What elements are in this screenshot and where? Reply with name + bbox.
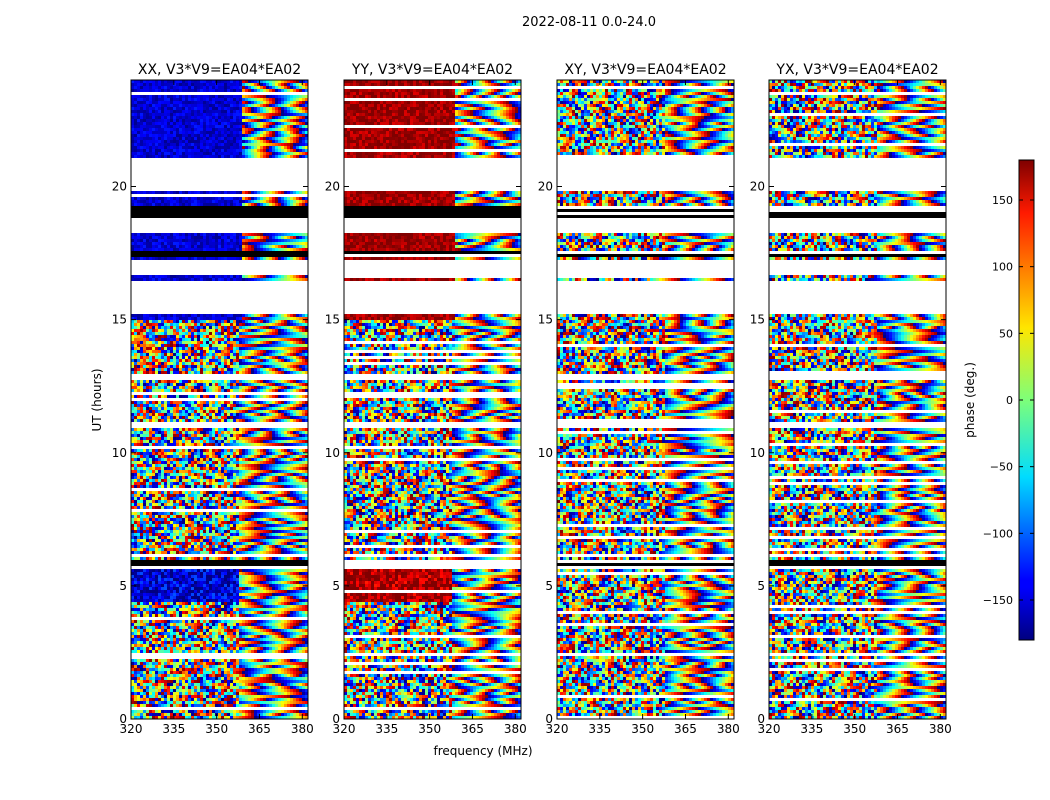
x-tick-label: 350 xyxy=(843,722,866,736)
x-tick-label: 335 xyxy=(375,722,398,736)
x-tick-label: 320 xyxy=(333,722,356,736)
x-tick-label: 335 xyxy=(588,722,611,736)
y-tick-label: 5 xyxy=(332,579,340,593)
panel-title: YY, V3*V9=EA04*EA02 xyxy=(351,62,513,78)
x-axis-label: frequency (MHz) xyxy=(433,744,532,758)
colorbar-tick-label: −50 xyxy=(990,461,1013,474)
y-tick-label: 10 xyxy=(750,446,765,460)
y-tick-label: 10 xyxy=(538,446,553,460)
x-tick-label: 380 xyxy=(929,722,952,736)
x-tick-label: 350 xyxy=(205,722,228,736)
panel-frame xyxy=(343,79,522,720)
panel-frame xyxy=(768,79,947,720)
y-tick-label: 20 xyxy=(538,180,553,194)
panel-xy: XY, V3*V9=EA04*EA02 320 335 350 365 380 0 5 10 15… xyxy=(538,62,740,736)
y-tick-label: 10 xyxy=(112,446,127,460)
x-tick-label: 365 xyxy=(886,722,909,736)
colorbar-tick-label: −100 xyxy=(983,527,1013,540)
phase-image xyxy=(344,80,521,719)
x-tick-label: 320 xyxy=(546,722,569,736)
y-tick-label: 0 xyxy=(545,712,553,726)
figure-title: 2022-08-11 0.0-24.0 xyxy=(522,15,656,30)
y-tick-label: 0 xyxy=(119,712,127,726)
x-tick-label: 365 xyxy=(461,722,484,736)
x-tick-label: 380 xyxy=(291,722,314,736)
panel-frame xyxy=(556,79,735,720)
colorbar-tick-label: 50 xyxy=(999,327,1013,340)
x-tick-label: 350 xyxy=(418,722,441,736)
y-tick-label: 20 xyxy=(750,180,765,194)
panel-frame xyxy=(130,79,309,720)
panel-title: XX, V3*V9=EA04*EA02 xyxy=(138,62,301,78)
x-tick-label: 380 xyxy=(717,722,740,736)
colorbar-tick-label: −150 xyxy=(983,594,1013,607)
x-tick-label: 320 xyxy=(758,722,781,736)
x-tick-label: 335 xyxy=(800,722,823,736)
phase-image xyxy=(131,80,308,719)
phase-image xyxy=(769,80,946,719)
y-tick-label: 0 xyxy=(757,712,765,726)
y-tick-label: 0 xyxy=(332,712,340,726)
x-tick-label: 380 xyxy=(504,722,527,736)
x-tick-label: 350 xyxy=(631,722,654,736)
x-tick-label: 320 xyxy=(120,722,143,736)
x-tick-label: 365 xyxy=(674,722,697,736)
colorbar-ticks: 150 100 50 0 −50 −100 −150 xyxy=(983,194,1034,607)
colorbar-tick-label: 0 xyxy=(1006,394,1013,407)
colorbar-label: phase (deg.) xyxy=(963,362,977,438)
x-tick-label: 335 xyxy=(162,722,185,736)
y-tick-label: 10 xyxy=(325,446,340,460)
panel-xx: XX, V3*V9=EA04*EA02 320 335 350 365 380 0 5 10 15… xyxy=(112,62,314,736)
panel-title: XY, V3*V9=EA04*EA02 xyxy=(564,62,726,78)
colorbar-tick-label: 150 xyxy=(992,194,1013,207)
x-tick-label: 365 xyxy=(248,722,271,736)
panel-yx: YX, V3*V9=EA04*EA02 320 335 350 365 380 0 5 10 15… xyxy=(750,62,952,736)
panels: XX, V3*V9=EA04*EA02 320 335 350 365 380 0 5 10 15… xyxy=(112,62,952,736)
y-tick-label: 15 xyxy=(112,313,127,327)
y-tick-label: 15 xyxy=(325,313,340,327)
y-tick-label: 5 xyxy=(757,579,765,593)
phase-image xyxy=(557,80,734,719)
y-tick-label: 5 xyxy=(119,579,127,593)
y-tick-label: 20 xyxy=(325,180,340,194)
panel-yy: YY, V3*V9=EA04*EA02 320 335 350 365 380 0 5 10 15… xyxy=(325,62,527,736)
panel-title: YX, V3*V9=EA04*EA02 xyxy=(775,62,938,78)
y-tick-label: 20 xyxy=(112,180,127,194)
colorbar: 150 100 50 0 −50 −100 −150 phase (deg.) xyxy=(963,159,1035,641)
y-axis-label: UT (hours) xyxy=(90,368,104,431)
y-tick-label: 15 xyxy=(750,313,765,327)
y-tick-label: 15 xyxy=(538,313,553,327)
y-tick-label: 5 xyxy=(545,579,553,593)
colorbar-tick-label: 100 xyxy=(992,261,1013,274)
